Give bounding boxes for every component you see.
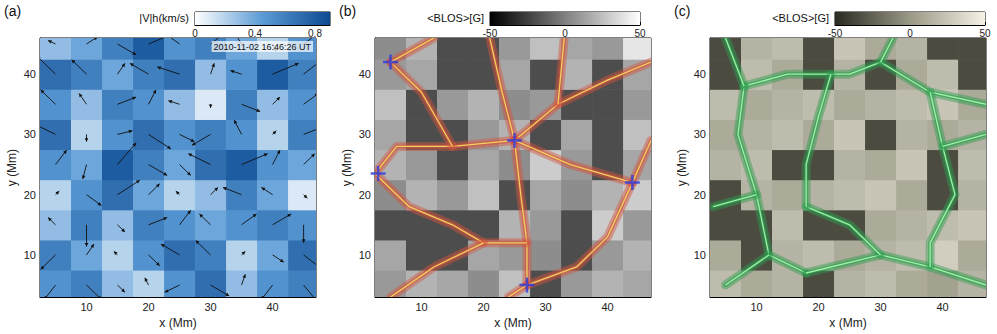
- svg-text:10: 10: [750, 301, 762, 313]
- svg-text:0.4: 0.4: [248, 28, 262, 39]
- svg-text:40: 40: [266, 301, 278, 313]
- svg-text:(b): (b): [339, 3, 356, 19]
- svg-text:50: 50: [979, 28, 991, 39]
- svg-text:x (Mm): x (Mm): [494, 316, 531, 330]
- svg-text:40: 40: [359, 68, 371, 80]
- svg-text:0: 0: [192, 28, 198, 39]
- svg-text:50: 50: [634, 28, 646, 39]
- svg-text:20: 20: [812, 301, 824, 313]
- svg-text:0: 0: [907, 28, 913, 39]
- svg-text:0: 0: [562, 28, 568, 39]
- svg-text:40: 40: [24, 68, 36, 80]
- svg-text:<BLOS>[G]: <BLOS>[G]: [772, 12, 829, 24]
- svg-text:20: 20: [477, 301, 489, 313]
- svg-text:(c): (c): [674, 3, 690, 19]
- svg-text:(a): (a): [4, 3, 21, 19]
- svg-text:10: 10: [415, 301, 427, 313]
- svg-text:10: 10: [359, 249, 371, 261]
- svg-text:20: 20: [142, 301, 154, 313]
- svg-text:30: 30: [359, 128, 371, 140]
- svg-text:40: 40: [694, 68, 706, 80]
- svg-text:10: 10: [24, 249, 36, 261]
- svg-text:20: 20: [694, 189, 706, 201]
- svg-text:30: 30: [24, 128, 36, 140]
- svg-text:|V|h(km/s): |V|h(km/s): [139, 12, 189, 24]
- svg-text:y (Mm): y (Mm): [675, 149, 689, 186]
- svg-text:2010-11-02 16:46:26 UT: 2010-11-02 16:46:26 UT: [214, 42, 312, 52]
- svg-text:40: 40: [601, 301, 613, 313]
- svg-text:10: 10: [694, 249, 706, 261]
- svg-text:40: 40: [936, 301, 948, 313]
- svg-text:10: 10: [80, 301, 92, 313]
- svg-text:<BLOS>[G]: <BLOS>[G]: [427, 12, 484, 24]
- svg-text:0.8: 0.8: [308, 28, 322, 39]
- svg-text:y (Mm): y (Mm): [5, 149, 19, 186]
- svg-text:30: 30: [204, 301, 216, 313]
- svg-text:-50: -50: [483, 28, 498, 39]
- svg-text:-50: -50: [828, 28, 843, 39]
- svg-text:30: 30: [874, 301, 886, 313]
- svg-text:20: 20: [359, 189, 371, 201]
- svg-text:x (Mm): x (Mm): [829, 316, 866, 330]
- svg-text:30: 30: [539, 301, 551, 313]
- svg-text:x (Mm): x (Mm): [159, 316, 196, 330]
- svg-text:30: 30: [694, 128, 706, 140]
- svg-text:y (Mm): y (Mm): [340, 149, 354, 186]
- svg-text:20: 20: [24, 189, 36, 201]
